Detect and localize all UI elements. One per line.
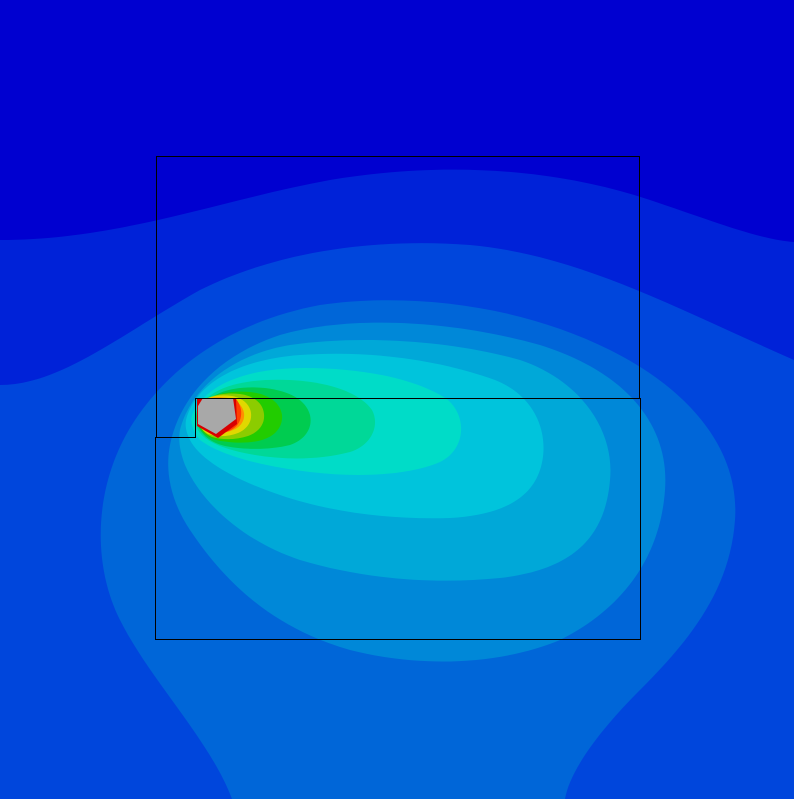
void-region	[198, 398, 236, 434]
lower-region-outline	[155, 398, 641, 640]
mesh-outline	[155, 156, 641, 640]
